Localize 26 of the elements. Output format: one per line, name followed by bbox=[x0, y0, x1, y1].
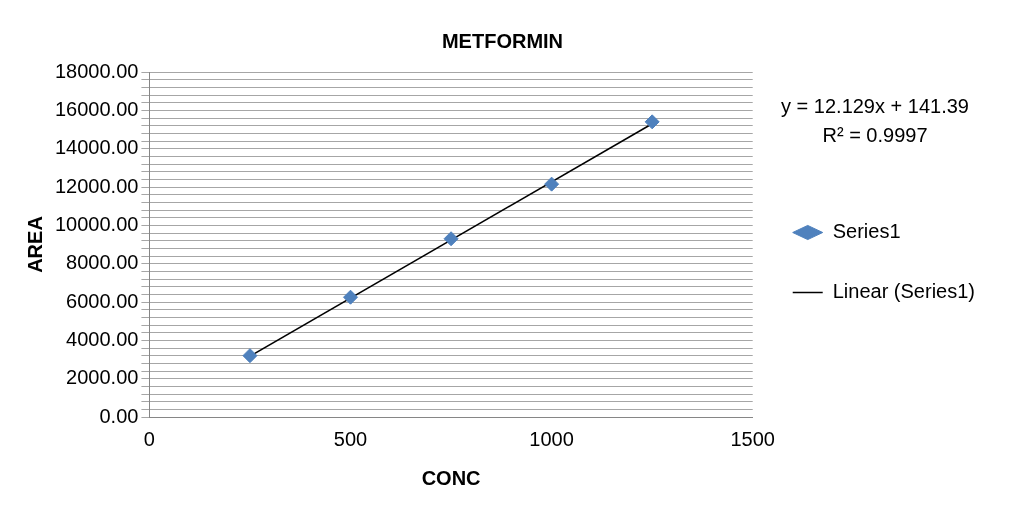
x-tick-label: 1500 bbox=[730, 427, 775, 450]
y-tick-label: 14000.00 bbox=[55, 136, 139, 159]
text: R² = 0.9997 bbox=[822, 123, 928, 146]
legend-label: Series1 bbox=[832, 220, 901, 243]
point bbox=[544, 176, 560, 192]
x-tick-label: 1000 bbox=[529, 427, 574, 450]
legend-label: Linear (Series1) bbox=[832, 280, 976, 303]
chart-title: METFORMIN bbox=[441, 29, 564, 52]
y-tick-label: 18000.00 bbox=[55, 59, 139, 82]
point bbox=[242, 348, 258, 364]
y-tick-label: 12000.00 bbox=[55, 174, 139, 197]
x-tick-label: 500 bbox=[333, 427, 368, 450]
y-tick-label: 8000.00 bbox=[66, 251, 139, 274]
text: y = 12.129x + 141.39 bbox=[781, 94, 969, 117]
x-tick-label: 0 bbox=[143, 427, 155, 450]
y-tick-label: 4000.00 bbox=[66, 327, 139, 350]
y-tick-label: 2000.00 bbox=[66, 366, 139, 389]
y-axis-title: AREA bbox=[23, 216, 46, 273]
point bbox=[644, 114, 660, 130]
point bbox=[443, 231, 459, 247]
y-tick-label: 16000.00 bbox=[55, 97, 139, 120]
point bbox=[343, 289, 359, 305]
x-axis-title: CONC bbox=[421, 466, 481, 489]
y-tick-label: 10000.00 bbox=[55, 212, 139, 235]
y-tick-label: 0.00 bbox=[99, 404, 139, 427]
y-tick-label: 6000.00 bbox=[66, 289, 139, 312]
